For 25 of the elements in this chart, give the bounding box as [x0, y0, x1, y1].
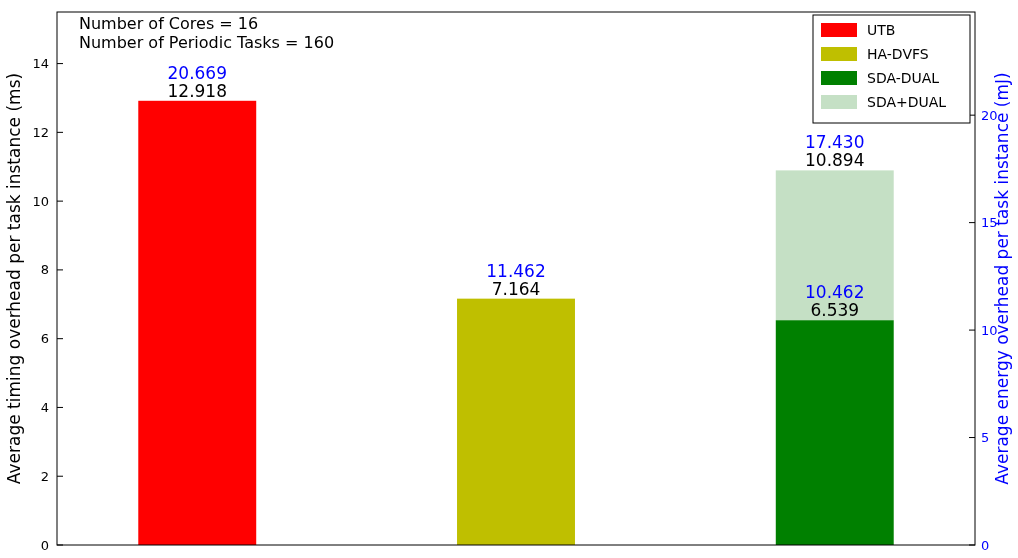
legend-label: HA-DVFS [867, 45, 929, 62]
y2-tick-label: 5 [981, 430, 990, 446]
y-tick-label: 8 [40, 262, 49, 278]
annotation: Number of Periodic Tasks = 160 [79, 33, 335, 52]
legend-label: SDA-DUAL [867, 69, 940, 86]
y-tick-label: 0 [40, 537, 49, 553]
annotation: 20.669 [167, 62, 227, 83]
legend-label: UTB [867, 21, 896, 38]
y-axis-title: Average timing overhead per task instance (ms) [4, 72, 24, 485]
total-label: 12.918 [167, 80, 227, 101]
annotation: 10.462 [805, 282, 865, 303]
annotation: Number of Cores = 16 [79, 14, 259, 33]
y-tick-label: 4 [40, 400, 49, 415]
data-label: 6.539 [810, 300, 860, 321]
total-label: 10.894 [805, 150, 865, 171]
y2-tick-label: 0 [981, 537, 990, 553]
y-tick-label: 12 [32, 124, 49, 140]
y-tick-label: 14 [32, 56, 49, 72]
legend-label: SDA+DUAL [867, 93, 947, 110]
y-tick-label: 6 [40, 331, 49, 347]
total-label: 7.164 [491, 278, 541, 299]
y-tick-label: 10 [32, 193, 49, 209]
annotation: 11.462 [486, 260, 546, 281]
y-tick-label: 2 [40, 468, 49, 484]
annotation: 17.430 [805, 132, 865, 153]
